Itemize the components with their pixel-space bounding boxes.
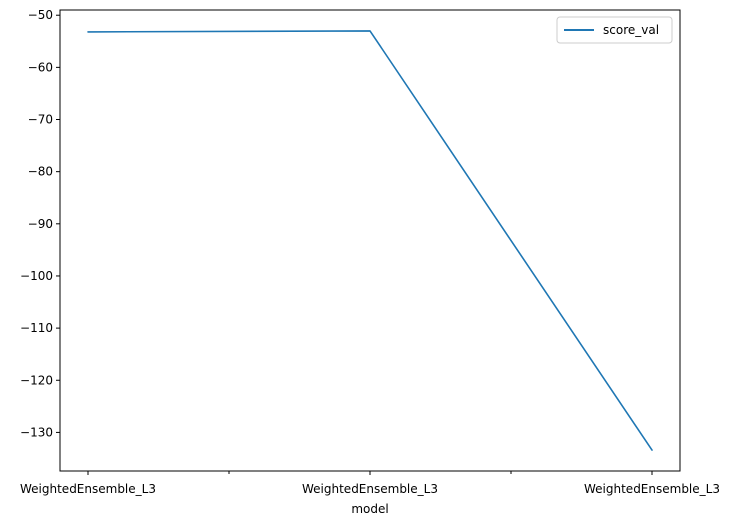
y-tick-label: −110: [20, 321, 53, 335]
legend-box: [556, 16, 673, 44]
plot-frame: [59, 9, 681, 472]
x-tick-label: WeightedEnsemble_L3: [584, 482, 720, 496]
y-tick-label: −80: [28, 165, 53, 179]
legend-label-score-val: score_val: [603, 23, 659, 37]
x-tick-label: WeightedEnsemble_L3: [20, 482, 156, 496]
y-tick-label: −70: [28, 113, 53, 127]
legend: score_val: [556, 16, 673, 44]
x-axis-label: model: [351, 502, 388, 516]
y-axis: −50 −60 −70 −80 −90 −100 −110 −120 −130: [20, 8, 60, 439]
x-tick-label: WeightedEnsemble_L3: [302, 482, 438, 496]
y-tick-label: −90: [28, 217, 53, 231]
series-layer: [87, 30, 653, 451]
y-tick-label: −120: [20, 373, 53, 387]
series-line-score-val: [87, 30, 653, 451]
x-axis: WeightedEnsemble_L3 WeightedEnsemble_L3 We…: [20, 471, 720, 496]
y-tick-label: −60: [28, 60, 53, 74]
y-tick-label: −100: [20, 269, 53, 283]
y-tick-label: −130: [20, 425, 53, 439]
y-tick-label: −50: [28, 8, 53, 22]
